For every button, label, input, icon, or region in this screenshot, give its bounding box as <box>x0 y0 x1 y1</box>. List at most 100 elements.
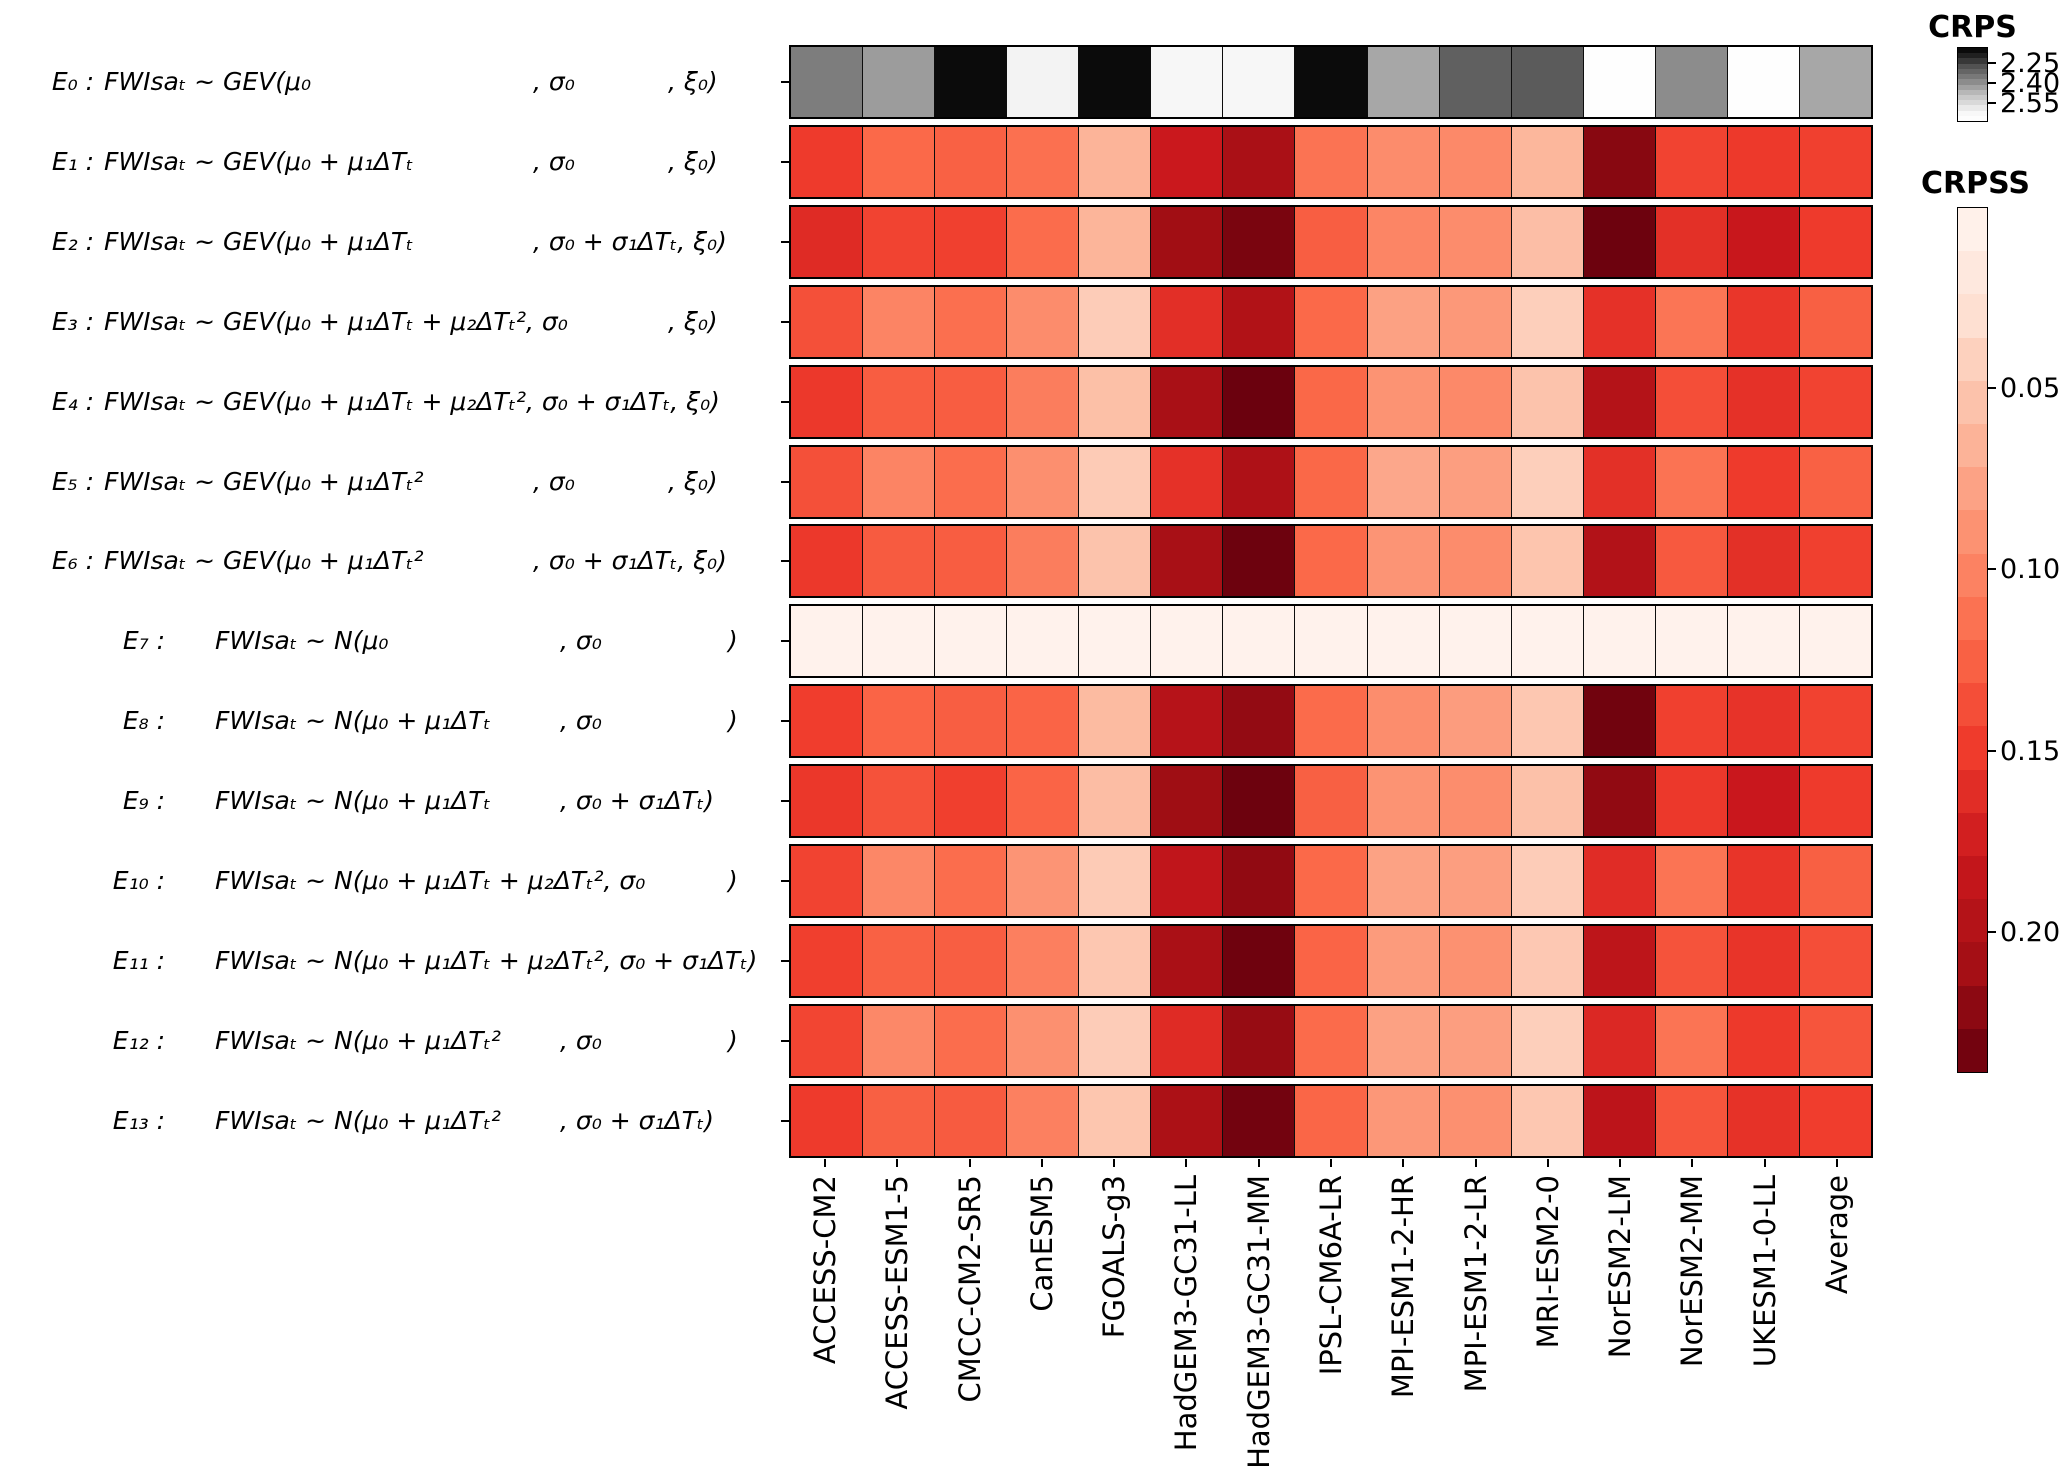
equation-label-E9: E₉ : FWIsaₜ ~ N(μ₀ + μ₁ΔTₜ , σ₀ + σ₁ΔTₜ) <box>0 784 785 818</box>
heatmap-cell <box>1582 686 1655 757</box>
heatmap-cell <box>791 286 863 357</box>
heatmap-cell <box>1150 126 1223 197</box>
heatmap-cell <box>934 925 1007 996</box>
x-axis-tick <box>1330 1158 1332 1167</box>
heatmap-row-E10 <box>789 844 1873 918</box>
colorbar-step <box>1958 812 1987 857</box>
heatmap-cell <box>1582 766 1655 837</box>
heatmap-cell <box>1006 47 1079 117</box>
colorbar-step <box>1958 84 1987 90</box>
colorbar-step <box>1958 769 1987 813</box>
heatmap-cell <box>1726 286 1799 357</box>
heatmap-cell <box>1438 126 1511 197</box>
heatmap-cell <box>1150 766 1223 837</box>
heatmap-cell <box>1294 366 1367 437</box>
heatmap-cell <box>1726 766 1799 837</box>
heatmap-cell <box>1078 366 1151 437</box>
heatmap-cell <box>1006 766 1079 837</box>
heatmap-cell <box>1078 606 1151 677</box>
heatmap-cell <box>862 766 935 837</box>
heatmap-cell <box>1726 206 1799 277</box>
heatmap-cell <box>1654 366 1727 437</box>
heatmap-cell <box>1078 1005 1151 1076</box>
heatmap-cell <box>1510 206 1583 277</box>
heatmap-cell <box>1510 846 1583 916</box>
heatmap-row-E8 <box>789 684 1873 759</box>
heatmap-cell <box>1438 206 1511 277</box>
heatmap-row-E0 <box>789 45 1873 119</box>
heatmap-cell <box>1366 286 1439 357</box>
heatmap-cell <box>1654 846 1727 916</box>
heatmap-cell <box>934 1005 1007 1076</box>
equation-part-mu: FWIsaₜ ~ GEV(μ₀ + μ₁ΔTₜ <box>104 146 414 176</box>
heatmap-cell <box>1222 846 1295 916</box>
heatmap-cell <box>1150 606 1223 677</box>
heatmap-cell <box>1654 286 1727 357</box>
heatmap-cell <box>862 47 935 117</box>
equation-label-E8: E₈ : FWIsaₜ ~ N(μ₀ + μ₁ΔTₜ , σ₀) <box>0 704 785 738</box>
equation-part-e: E₁₀ : <box>112 866 165 895</box>
column-label-MRI-ESM2-0: MRI-ESM2-0 <box>1530 1174 1565 1348</box>
heatmap-cell <box>1438 606 1511 677</box>
colorbar-step <box>1958 424 1987 468</box>
heatmap-cell <box>1222 47 1295 117</box>
heatmap-cell <box>1150 925 1223 996</box>
heatmap-cell <box>1366 47 1439 117</box>
heatmap-row-E5 <box>789 444 1873 519</box>
heatmap-cell <box>1222 925 1295 996</box>
heatmap-cell <box>1006 846 1079 916</box>
heatmap-cell <box>862 846 935 916</box>
equation-label-E4: E₄ : FWIsaₜ ~ GEV(μ₀ + μ₁ΔTₜ + μ₂ΔTₜ², σ₀… <box>0 385 785 419</box>
equation-label-E10: E₁₀ : FWIsaₜ ~ N(μ₀ + μ₁ΔTₜ + μ₂ΔTₜ², σ₀) <box>0 864 785 898</box>
colorbar-step <box>1958 251 1987 295</box>
equation-part-sig: , σ₀ <box>560 706 602 736</box>
heatmap-cell <box>1726 366 1799 437</box>
heatmap-cell <box>1582 526 1655 597</box>
equation-part-sig: , σ₀ <box>533 466 575 496</box>
heatmap-cell <box>1006 925 1079 996</box>
equation-part-xi: , ξ₀) <box>668 306 718 336</box>
colorbar-step <box>1958 856 1987 900</box>
colorbar-step <box>1958 899 1987 943</box>
colorbar-step <box>1958 208 1987 252</box>
heatmap-cell <box>1582 846 1655 916</box>
x-axis-tick <box>1113 1158 1116 1167</box>
y-axis-tick <box>781 81 789 83</box>
heatmap-cell <box>1150 47 1223 117</box>
heatmap-cell <box>1294 606 1367 677</box>
heatmap-cell <box>791 766 863 837</box>
x-axis-tick <box>1402 1158 1405 1167</box>
heatmap-cell <box>862 126 935 197</box>
heatmap-cell <box>1726 686 1799 757</box>
heatmap-cell <box>1294 526 1367 597</box>
heatmap-cell <box>1798 47 1871 117</box>
heatmap-cell <box>862 606 935 677</box>
heatmap-cell <box>934 126 1007 197</box>
heatmap-cell <box>1654 925 1727 996</box>
heatmap-cell <box>1006 126 1079 197</box>
x-axis-tick <box>1691 1158 1694 1167</box>
heatmap-cell <box>791 606 863 677</box>
heatmap-cell <box>1438 686 1511 757</box>
equation-label-E7: E₇ : FWIsaₜ ~ N(μ₀ , σ₀) <box>0 624 785 658</box>
heatmap-cell <box>791 1085 863 1156</box>
equation-part-xi: , ξ₀) <box>668 466 718 496</box>
equation-part-xi: ) <box>728 626 738 656</box>
heatmap-cell <box>1006 606 1079 677</box>
y-axis-tick <box>781 640 789 643</box>
heatmap-cell <box>1294 846 1367 916</box>
column-label-Average: Average <box>1819 1174 1854 1294</box>
x-axis-tick <box>896 1158 899 1167</box>
heatmap-cell <box>1294 925 1367 996</box>
colorbar-step <box>1958 68 1987 75</box>
colorbar-step <box>1958 48 1987 54</box>
x-axis-tick <box>1619 1158 1622 1167</box>
heatmap-cell <box>1510 446 1583 517</box>
colorbar-step <box>1958 74 1987 80</box>
equation-part-mu: FWIsaₜ ~ N(μ₀ + μ₁ΔTₜ² <box>215 1025 501 1055</box>
heatmap-cell <box>1294 47 1367 117</box>
heatmap-cell <box>1294 686 1367 757</box>
heatmap-cell <box>1510 766 1583 837</box>
colorbar-step <box>1958 79 1987 85</box>
heatmap-cell <box>1078 206 1151 277</box>
